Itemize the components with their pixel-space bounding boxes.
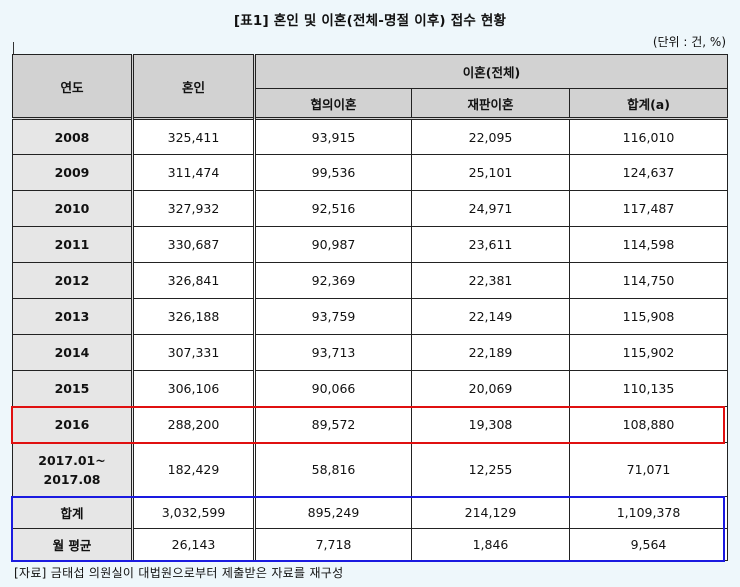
header-consensual: 협의이혼 [254,88,412,119]
consensual-cell: 895,249 [254,496,412,529]
table-row: 2008 325,411 93,915 22,095 116,010 [12,117,728,155]
judicial-cell: 22,189 [411,334,570,371]
divorce-marriage-table: 연도 혼인 이혼(전체) 협의이혼 재판이혼 합계(a) 2008 325,41… [12,54,728,561]
year-line-1: 2017.01~ [38,452,106,468]
judicial-cell: 22,381 [411,262,570,299]
sum-cell: 115,902 [569,334,728,371]
sum-cell: 124,637 [569,154,728,191]
table-row: 2014 307,331 93,713 22,189 115,902 [12,334,728,371]
monthly-average-row: 월 평균 26,143 7,718 1,846 9,564 [12,528,728,561]
year-line-2: 2017.08 [43,471,101,487]
judicial-cell: 23,611 [411,226,570,263]
year-cell: 2013 [12,298,134,335]
year-cell: 2015 [12,370,134,407]
sum-cell: 9,564 [569,528,728,561]
header-row-2: 협의이혼 재판이혼 합계(a) [13,88,728,119]
marriage-cell: 327,932 [132,190,256,227]
judicial-cell: 12,255 [411,442,570,497]
header-marriage: 혼인 [132,54,256,119]
consensual-cell: 93,713 [254,334,412,371]
table-row: 2011 330,687 90,987 23,611 114,598 [12,226,728,263]
text-cursor [13,42,14,58]
marriage-cell: 326,188 [132,298,256,335]
year-cell: 2017.01~ 2017.08 [12,442,134,497]
sum-cell: 114,598 [569,226,728,263]
consensual-cell: 92,516 [254,190,412,227]
consensual-cell: 7,718 [254,528,412,561]
consensual-cell: 89,572 [254,406,412,443]
table-row: 2010 327,932 92,516 24,971 117,487 [12,190,728,227]
year-cell: 2008 [12,117,134,155]
consensual-cell: 92,369 [254,262,412,299]
marriage-cell: 288,200 [132,406,256,443]
table-row: 2012 326,841 92,369 22,381 114,750 [12,262,728,299]
consensual-cell: 93,915 [254,117,412,155]
judicial-cell: 22,095 [411,117,570,155]
judicial-cell: 25,101 [411,154,570,191]
total-label: 합계 [12,496,134,529]
marriage-cell: 311,474 [132,154,256,191]
source-note: [자료] 금태섭 의원실이 대법원으로부터 제출받은 자료를 재구성 [14,566,344,580]
table-row: 2009 311,474 99,536 25,101 124,637 [12,154,728,191]
year-cell: 2012 [12,262,134,299]
sum-cell: 114,750 [569,262,728,299]
table-row-2017: 2017.01~ 2017.08 182,429 58,816 12,255 7… [12,442,728,497]
marriage-cell: 330,687 [132,226,256,263]
marriage-cell: 325,411 [132,117,256,155]
judicial-cell: 24,971 [411,190,570,227]
judicial-cell: 1,846 [411,528,570,561]
judicial-cell: 22,149 [411,298,570,335]
header-sum: 합계(a) [569,88,728,119]
year-cell: 2016 [12,406,134,443]
consensual-cell: 99,536 [254,154,412,191]
marriage-cell: 182,429 [132,442,256,497]
marriage-cell: 306,106 [132,370,256,407]
year-cell: 2010 [12,190,134,227]
consensual-cell: 58,816 [254,442,412,497]
sum-cell: 110,135 [569,370,728,407]
average-label: 월 평균 [12,528,134,561]
year-cell: 2014 [12,334,134,371]
totals-row: 합계 3,032,599 895,249 214,129 1,109,378 [12,496,728,529]
table-title: [표1] 혼인 및 이혼(전체-명절 이후) 접수 현황 [233,13,507,29]
table-row: 2013 326,188 93,759 22,149 115,908 [12,298,728,335]
marriage-cell: 26,143 [132,528,256,561]
consensual-cell: 90,066 [254,370,412,407]
consensual-cell: 90,987 [254,226,412,263]
sum-cell: 71,071 [569,442,728,497]
sum-cell: 1,109,378 [569,496,728,529]
sum-cell: 116,010 [569,117,728,155]
marriage-cell: 326,841 [132,262,256,299]
judicial-cell: 19,308 [411,406,570,443]
table-row-2016: 2016 288,200 89,572 19,308 108,880 [12,406,728,443]
marriage-cell: 3,032,599 [132,496,256,529]
marriage-cell: 307,331 [132,334,256,371]
sum-cell: 108,880 [569,406,728,443]
year-cell: 2011 [12,226,134,263]
table-row: 2015 306,106 90,066 20,069 110,135 [12,370,728,407]
sum-cell: 117,487 [569,190,728,227]
judicial-cell: 20,069 [411,370,570,407]
year-cell: 2009 [12,154,134,191]
header-judicial: 재판이혼 [411,88,570,119]
judicial-cell: 214,129 [411,496,570,529]
sum-cell: 115,908 [569,298,728,335]
consensual-cell: 93,759 [254,298,412,335]
header-year: 연도 [12,54,134,119]
unit-label: (단위 : 건, %) [652,35,726,49]
header-divorce-total: 이혼(전체) [254,54,728,89]
header-row-1: 연도 혼인 이혼(전체) [12,54,728,119]
